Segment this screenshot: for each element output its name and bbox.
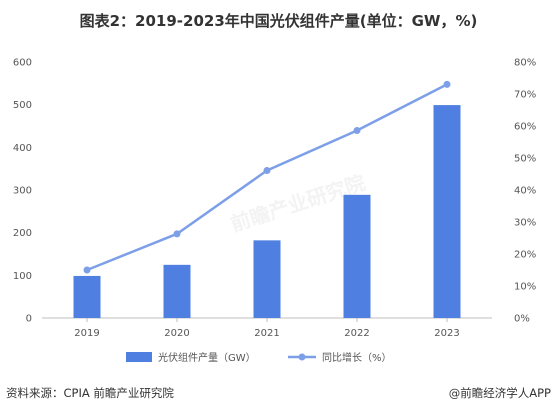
x-tick-label: 2023 (434, 328, 459, 339)
y-left-tick-label: 400 (13, 143, 32, 154)
y-left-tick-label: 600 (13, 58, 32, 69)
bar (343, 194, 371, 318)
growth-point (173, 230, 181, 238)
y-right-tick-label: 70% (514, 90, 536, 101)
growth-point (443, 80, 451, 88)
y-left-tick-label: 100 (13, 271, 32, 282)
legend-label-bar: 光伏组件产量（GW） (158, 351, 256, 364)
x-tick-label: 2021 (254, 328, 279, 339)
bar (433, 105, 461, 319)
y-right-tick-label: 10% (514, 282, 536, 293)
y-left-tick-label: 300 (13, 186, 32, 197)
y-right-tick-label: 40% (514, 186, 536, 197)
y-right-tick-label: 60% (514, 122, 536, 133)
y-left-tick-label: 500 (13, 100, 32, 111)
y-right-tick-label: 50% (514, 154, 536, 165)
y-right-tick-label: 0% (514, 314, 530, 325)
y-right-tick-label: 20% (514, 250, 536, 261)
y-left-tick-label: 200 (13, 228, 32, 239)
bar (253, 240, 281, 318)
x-tick-label: 2019 (74, 328, 99, 339)
chart-title: 图表2：2019-2023年中国光伏组件产量(单位：GW，%) (79, 12, 478, 30)
bar (73, 275, 101, 318)
legend-swatch-marker (298, 353, 306, 361)
legend-swatch-bar (126, 352, 152, 362)
growth-point (83, 266, 91, 274)
growth-point (353, 126, 361, 134)
y-right-tick-label: 80% (514, 58, 536, 69)
y-right-tick-label: 30% (514, 218, 536, 229)
x-tick-label: 2022 (344, 328, 369, 339)
growth-point (263, 166, 271, 174)
bar (163, 264, 191, 318)
source-note: 资料来源：CPIA 前瞻产业研究院 (6, 386, 174, 400)
legend-label-line: 同比增长（%） (322, 351, 392, 364)
y-left-tick-label: 0 (26, 314, 32, 325)
brand-credit: @前瞻经济学人APP (448, 386, 551, 400)
x-tick-label: 2020 (164, 328, 189, 339)
